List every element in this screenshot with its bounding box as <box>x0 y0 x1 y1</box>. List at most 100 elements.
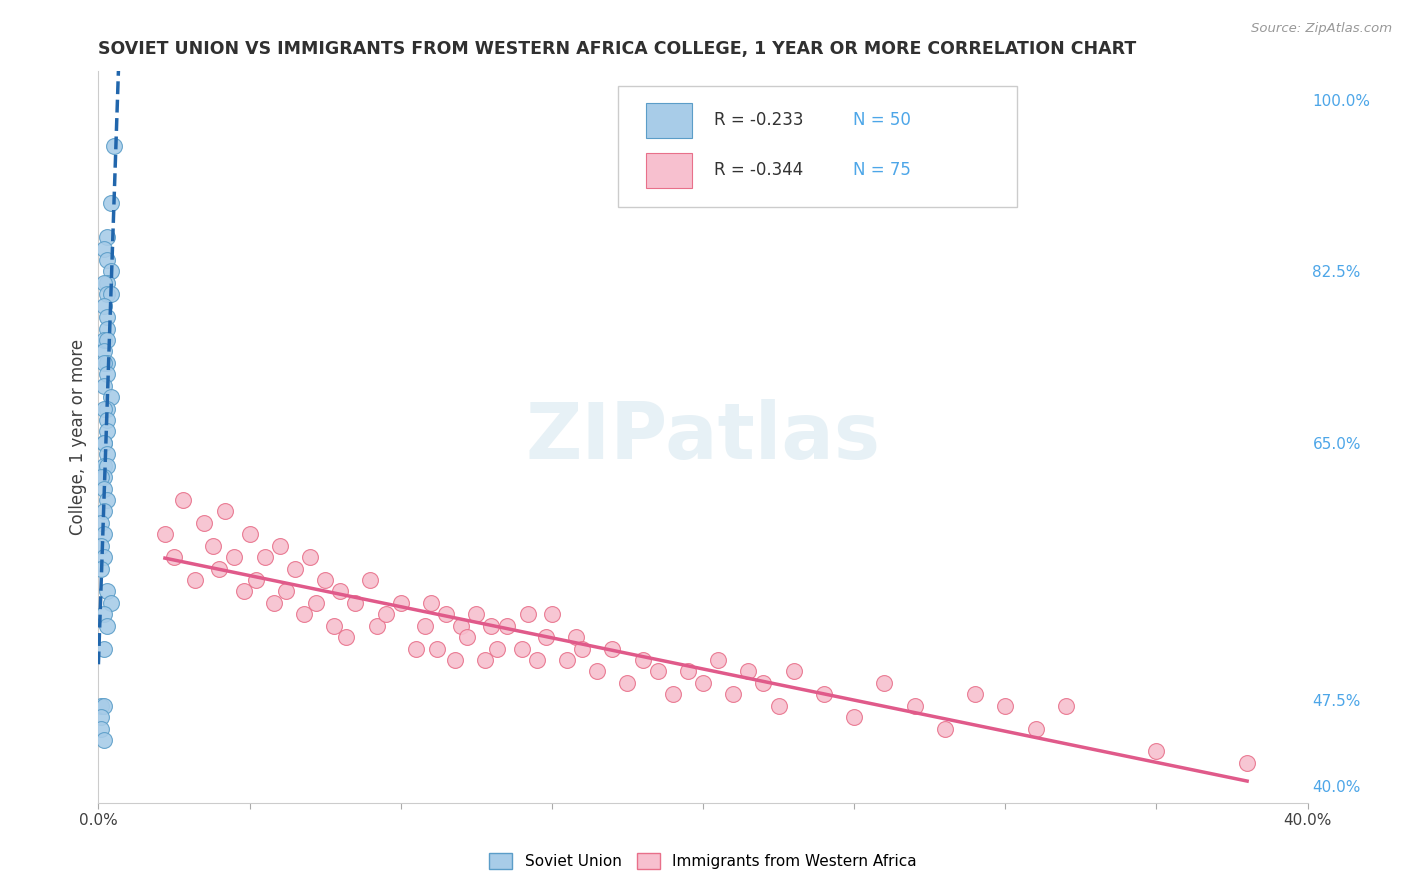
Y-axis label: College, 1 year or more: College, 1 year or more <box>69 339 87 535</box>
Point <box>571 641 593 656</box>
Point <box>565 630 588 644</box>
Point <box>100 264 122 278</box>
Point <box>208 561 231 575</box>
Point <box>486 641 509 656</box>
Point <box>96 425 118 439</box>
Point <box>93 344 115 359</box>
Point <box>752 675 775 690</box>
Point <box>456 630 478 644</box>
Point <box>444 653 467 667</box>
Point <box>96 413 118 427</box>
Point <box>434 607 457 622</box>
Point <box>93 527 115 541</box>
Point <box>93 435 115 450</box>
Point <box>96 276 118 290</box>
Point <box>96 492 118 507</box>
Text: N = 75: N = 75 <box>853 161 911 179</box>
Point <box>224 550 246 565</box>
Point <box>90 722 112 736</box>
Point <box>783 665 806 679</box>
Point <box>263 596 285 610</box>
Point <box>555 653 578 667</box>
Point <box>314 573 336 587</box>
Point <box>534 630 557 644</box>
Point <box>768 698 790 713</box>
Legend: Soviet Union, Immigrants from Western Africa: Soviet Union, Immigrants from Western Af… <box>484 847 922 875</box>
Point <box>1054 698 1077 713</box>
Point <box>631 653 654 667</box>
Point <box>516 607 538 622</box>
FancyBboxPatch shape <box>647 153 692 187</box>
Point <box>292 607 315 622</box>
FancyBboxPatch shape <box>647 103 692 138</box>
Point <box>100 195 122 210</box>
Point <box>163 550 186 565</box>
Point <box>707 653 730 667</box>
Point <box>284 561 307 575</box>
Point <box>93 356 115 370</box>
Point <box>426 641 449 656</box>
Point <box>676 665 699 679</box>
Point <box>481 618 503 632</box>
Point <box>96 368 118 382</box>
Point <box>904 698 927 713</box>
Point <box>184 573 207 587</box>
Point <box>90 470 112 484</box>
Point <box>93 299 115 313</box>
Point <box>299 550 322 565</box>
Point <box>172 492 194 507</box>
Point <box>873 675 896 690</box>
Point <box>96 310 118 324</box>
Point <box>93 378 115 392</box>
Point <box>305 596 328 610</box>
Point <box>100 287 122 301</box>
Point <box>934 722 956 736</box>
Point <box>1236 756 1258 770</box>
Point <box>93 276 115 290</box>
Point <box>647 665 669 679</box>
Point <box>96 401 118 416</box>
Point <box>274 584 297 599</box>
Point <box>90 539 112 553</box>
Point <box>540 607 562 622</box>
Point <box>93 607 115 622</box>
Point <box>93 401 115 416</box>
FancyBboxPatch shape <box>619 86 1018 207</box>
Point <box>232 584 254 599</box>
Point <box>994 698 1017 713</box>
Point <box>93 550 115 565</box>
Point <box>1024 722 1046 736</box>
Point <box>420 596 443 610</box>
Point <box>335 630 357 644</box>
Point <box>616 675 638 690</box>
Point <box>586 665 609 679</box>
Point <box>374 607 396 622</box>
Point <box>360 573 382 587</box>
Point <box>103 138 125 153</box>
Point <box>813 687 835 701</box>
Point <box>844 710 866 724</box>
Point <box>269 539 291 553</box>
Point <box>662 687 685 701</box>
Point <box>1144 744 1167 758</box>
Point <box>90 698 112 713</box>
Point <box>96 287 118 301</box>
Point <box>214 504 236 518</box>
Point <box>93 435 115 450</box>
Point <box>965 687 987 701</box>
Point <box>413 618 436 632</box>
Point <box>93 504 115 518</box>
Point <box>93 242 115 256</box>
Text: Source: ZipAtlas.com: Source: ZipAtlas.com <box>1251 22 1392 36</box>
Point <box>96 321 118 335</box>
Point <box>100 596 122 610</box>
Point <box>253 550 276 565</box>
Point <box>202 539 225 553</box>
Point <box>93 458 115 473</box>
Point <box>96 458 118 473</box>
Point <box>96 618 118 632</box>
Point <box>474 653 496 667</box>
Point <box>450 618 472 632</box>
Text: SOVIET UNION VS IMMIGRANTS FROM WESTERN AFRICA COLLEGE, 1 YEAR OR MORE CORRELATI: SOVIET UNION VS IMMIGRANTS FROM WESTERN … <box>98 40 1136 58</box>
Point <box>510 641 533 656</box>
